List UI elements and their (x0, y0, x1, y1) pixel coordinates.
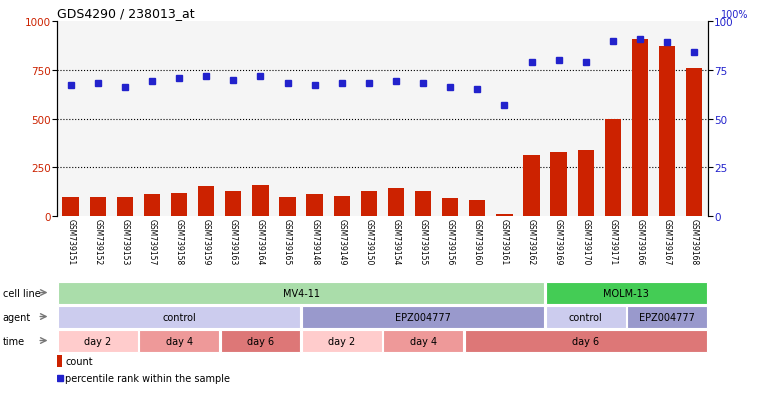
Text: GSM739163: GSM739163 (229, 218, 237, 265)
Text: GSM739161: GSM739161 (500, 218, 509, 265)
Text: GSM739158: GSM739158 (174, 218, 183, 265)
Bar (659, 47, 675, 216)
Text: GSM739167: GSM739167 (663, 218, 671, 265)
Text: 100%: 100% (721, 10, 748, 20)
Text: EPZ004777: EPZ004777 (395, 312, 451, 322)
Text: day 6: day 6 (247, 336, 274, 346)
Text: control: control (162, 312, 196, 322)
Text: GSM739154: GSM739154 (391, 218, 400, 265)
Text: GSM739162: GSM739162 (527, 218, 536, 265)
Bar (384, 330, 463, 352)
Text: EPZ004777: EPZ004777 (639, 312, 695, 322)
Text: day 4: day 4 (409, 336, 437, 346)
Bar (524, 155, 540, 216)
Text: percentile rank within the sample: percentile rank within the sample (65, 373, 231, 383)
Bar (632, 40, 648, 216)
Text: GSM739155: GSM739155 (419, 218, 428, 265)
Bar (116, 198, 133, 216)
Text: count: count (65, 356, 93, 366)
Bar (464, 330, 707, 352)
Bar (139, 330, 219, 352)
Bar (361, 191, 377, 216)
Bar (307, 194, 323, 216)
Text: GSM739170: GSM739170 (581, 218, 591, 265)
Text: day 2: day 2 (328, 336, 355, 346)
Bar (62, 198, 78, 216)
Bar (58, 282, 544, 304)
Bar (469, 201, 486, 216)
Text: control: control (569, 312, 603, 322)
Bar (302, 330, 381, 352)
Bar (546, 282, 707, 304)
Bar (388, 188, 404, 216)
Text: GSM739171: GSM739171 (608, 218, 617, 265)
Text: GSM739160: GSM739160 (473, 218, 482, 265)
Bar (333, 196, 350, 216)
Bar (605, 119, 621, 216)
Bar (546, 306, 626, 328)
Text: GSM739152: GSM739152 (94, 218, 102, 265)
Text: GSM739159: GSM739159 (202, 218, 211, 265)
Bar (198, 186, 215, 216)
Text: agent: agent (3, 312, 31, 322)
Bar (627, 306, 707, 328)
Bar (279, 197, 295, 216)
Text: day 2: day 2 (84, 336, 111, 346)
Bar (415, 191, 431, 216)
Text: GSM739165: GSM739165 (283, 218, 292, 265)
Text: cell line: cell line (3, 288, 40, 298)
Text: GSM739149: GSM739149 (337, 218, 346, 265)
Text: GSM739168: GSM739168 (689, 218, 699, 265)
Text: day 4: day 4 (165, 336, 193, 346)
Text: GSM739156: GSM739156 (446, 218, 454, 265)
Bar (496, 214, 512, 216)
Bar (57, 355, 62, 367)
Text: GSM739151: GSM739151 (66, 218, 75, 265)
Bar (686, 69, 702, 216)
Text: GDS4290 / 238013_at: GDS4290 / 238013_at (57, 7, 195, 20)
Text: GSM739150: GSM739150 (365, 218, 374, 265)
Text: GSM739153: GSM739153 (120, 218, 129, 265)
Text: GSM739169: GSM739169 (554, 218, 563, 265)
Text: GSM739164: GSM739164 (256, 218, 265, 265)
Bar (221, 330, 301, 352)
Text: GSM739148: GSM739148 (310, 218, 319, 265)
Bar (252, 185, 269, 216)
Bar (58, 306, 301, 328)
Text: MOLM-13: MOLM-13 (603, 288, 649, 298)
Bar (225, 191, 241, 216)
Text: GSM739166: GSM739166 (635, 218, 645, 265)
Bar (58, 330, 138, 352)
Bar (442, 199, 458, 216)
Text: GSM739157: GSM739157 (148, 218, 157, 265)
Text: MV4-11: MV4-11 (282, 288, 320, 298)
Bar (90, 197, 106, 216)
Bar (144, 194, 160, 216)
Text: time: time (3, 336, 25, 346)
Bar (302, 306, 544, 328)
Bar (550, 152, 567, 216)
Text: day 6: day 6 (572, 336, 600, 346)
Bar (578, 150, 594, 216)
Bar (171, 193, 187, 216)
